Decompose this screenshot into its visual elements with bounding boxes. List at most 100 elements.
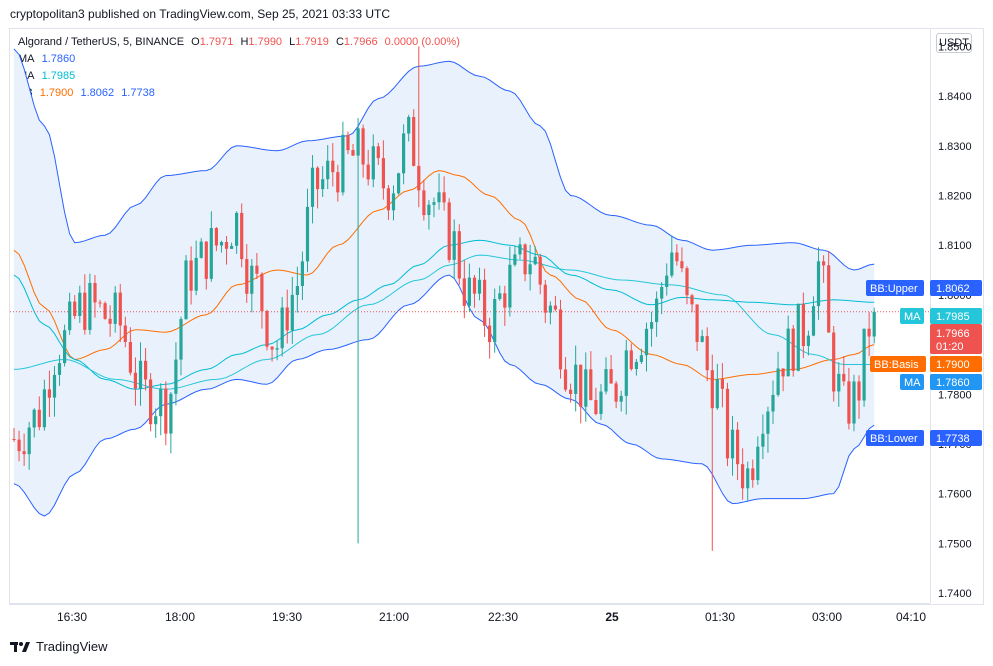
candle-body xyxy=(761,433,765,447)
candle-body xyxy=(523,244,527,275)
price-tick-label: 1.8500 xyxy=(938,41,972,53)
close-value: 1.7966 xyxy=(343,36,378,48)
candle-body xyxy=(457,231,461,279)
candle-body xyxy=(245,259,249,294)
countdown-value: 01:20 xyxy=(936,341,964,353)
change-value: 0.0000 (0.00%) xyxy=(384,36,460,48)
candle-body xyxy=(867,328,871,337)
candle-body xyxy=(361,128,365,165)
candle-body xyxy=(402,133,406,174)
candle-body xyxy=(472,277,477,294)
chart-frame[interactable] xyxy=(9,28,984,605)
candle-body xyxy=(250,265,254,294)
candle-body xyxy=(518,244,522,255)
candle-body xyxy=(437,192,441,203)
candle-body xyxy=(381,158,385,189)
candle-body xyxy=(599,391,603,414)
candle-body xyxy=(548,305,552,313)
time-axis[interactable]: 16:30 18:00 19:30 21:00 22:30 25 01:30 03:00 04:… xyxy=(10,603,930,624)
candle-body xyxy=(214,228,218,246)
tradingview-logo-text: TradingView xyxy=(36,639,108,654)
ma2-value: 1.7985 xyxy=(41,70,76,82)
candle-body xyxy=(569,389,573,394)
bb-lower-tag-label: BB:Lower xyxy=(870,433,918,445)
candle-body xyxy=(477,279,482,294)
high-label: H xyxy=(240,36,249,48)
bb-upper-tag-label: BB:Upper xyxy=(870,283,918,295)
high-value: 1.7990 xyxy=(248,36,283,48)
time-tick-label: 18:00 xyxy=(165,610,195,624)
ma2-tag-value-bg xyxy=(930,308,982,324)
price-tick-label: 1.8100 xyxy=(938,240,972,252)
candle-body xyxy=(483,279,487,326)
candle-body xyxy=(675,252,679,262)
candle-body xyxy=(73,301,77,316)
low-value: 1.7919 xyxy=(295,36,329,48)
bollinger-band xyxy=(14,48,875,517)
candle-body xyxy=(285,307,289,331)
candle-body xyxy=(574,364,578,394)
candle-body xyxy=(341,134,345,193)
candle-body xyxy=(670,252,674,276)
bb-upper-tag-value: 1.8062 xyxy=(936,283,970,295)
candle-body xyxy=(113,292,117,324)
candle-body xyxy=(857,381,861,401)
candle-body xyxy=(78,292,82,316)
candle-body xyxy=(660,287,664,299)
candle-body xyxy=(771,394,775,412)
candle-body xyxy=(356,128,360,156)
bb-band-fill xyxy=(14,48,875,517)
candle-body xyxy=(305,206,310,262)
candle-body xyxy=(164,388,168,434)
price-tick-label: 1.7400 xyxy=(938,588,972,600)
candle-body xyxy=(619,395,623,402)
ma2-tag-label-bg xyxy=(900,308,924,324)
candle-body xyxy=(22,451,26,455)
bb-upper-value: 1.8062 xyxy=(80,87,115,99)
ohlc-legend: Algorand / TetherUS, 5, BINANCE O1.7971 … xyxy=(18,36,464,48)
candle-body xyxy=(280,307,284,349)
candle-body xyxy=(326,160,330,180)
candle-body xyxy=(584,369,588,407)
candle-body xyxy=(366,164,370,180)
tradingview-logo-icon xyxy=(10,641,30,652)
bb-lower-tag: BB:Lower 1.7738 xyxy=(866,430,982,446)
tradingview-logo[interactable]: TradingView xyxy=(10,639,108,654)
candle-body xyxy=(452,231,456,260)
candle-body xyxy=(705,336,709,371)
price-tick-label: 1.8300 xyxy=(938,141,972,153)
candle-body xyxy=(644,328,649,356)
candle-body xyxy=(736,429,740,465)
time-tick-label: 22:30 xyxy=(488,610,518,624)
candle-body xyxy=(300,261,304,286)
candle-body xyxy=(594,400,598,414)
candle-body xyxy=(781,368,785,377)
candle-body xyxy=(331,160,335,173)
candle-body xyxy=(791,328,795,371)
candle-body xyxy=(488,325,492,343)
bb-basis-tag-value: 1.7900 xyxy=(936,359,970,371)
candle-body xyxy=(832,332,836,392)
publish-caption: cryptopolitan3 published on TradingView.… xyxy=(10,7,391,21)
symbol-title[interactable]: Algorand / TetherUS, 5, BINANCE xyxy=(18,36,185,48)
candle-body xyxy=(240,212,244,260)
candle-body xyxy=(806,335,810,346)
currency-unit-button[interactable]: USDT xyxy=(936,33,972,53)
ma-slow-line xyxy=(13,254,875,390)
candle-body xyxy=(154,416,158,425)
candle-body xyxy=(159,388,163,417)
candle-body xyxy=(37,409,41,428)
indicator-lines xyxy=(10,48,930,517)
candle-body xyxy=(837,373,841,392)
candle-body xyxy=(462,278,466,306)
candle-body xyxy=(685,268,689,296)
bb-upper-line xyxy=(13,48,875,271)
candle-body xyxy=(321,179,325,190)
candle-body xyxy=(427,204,431,215)
bb-upper-tag: BB:Upper 1.8062 xyxy=(866,280,982,296)
candle-body xyxy=(604,369,608,392)
candle-body xyxy=(796,303,800,371)
candle-body xyxy=(174,359,178,394)
last-price-value: 1.7966 xyxy=(936,328,970,340)
